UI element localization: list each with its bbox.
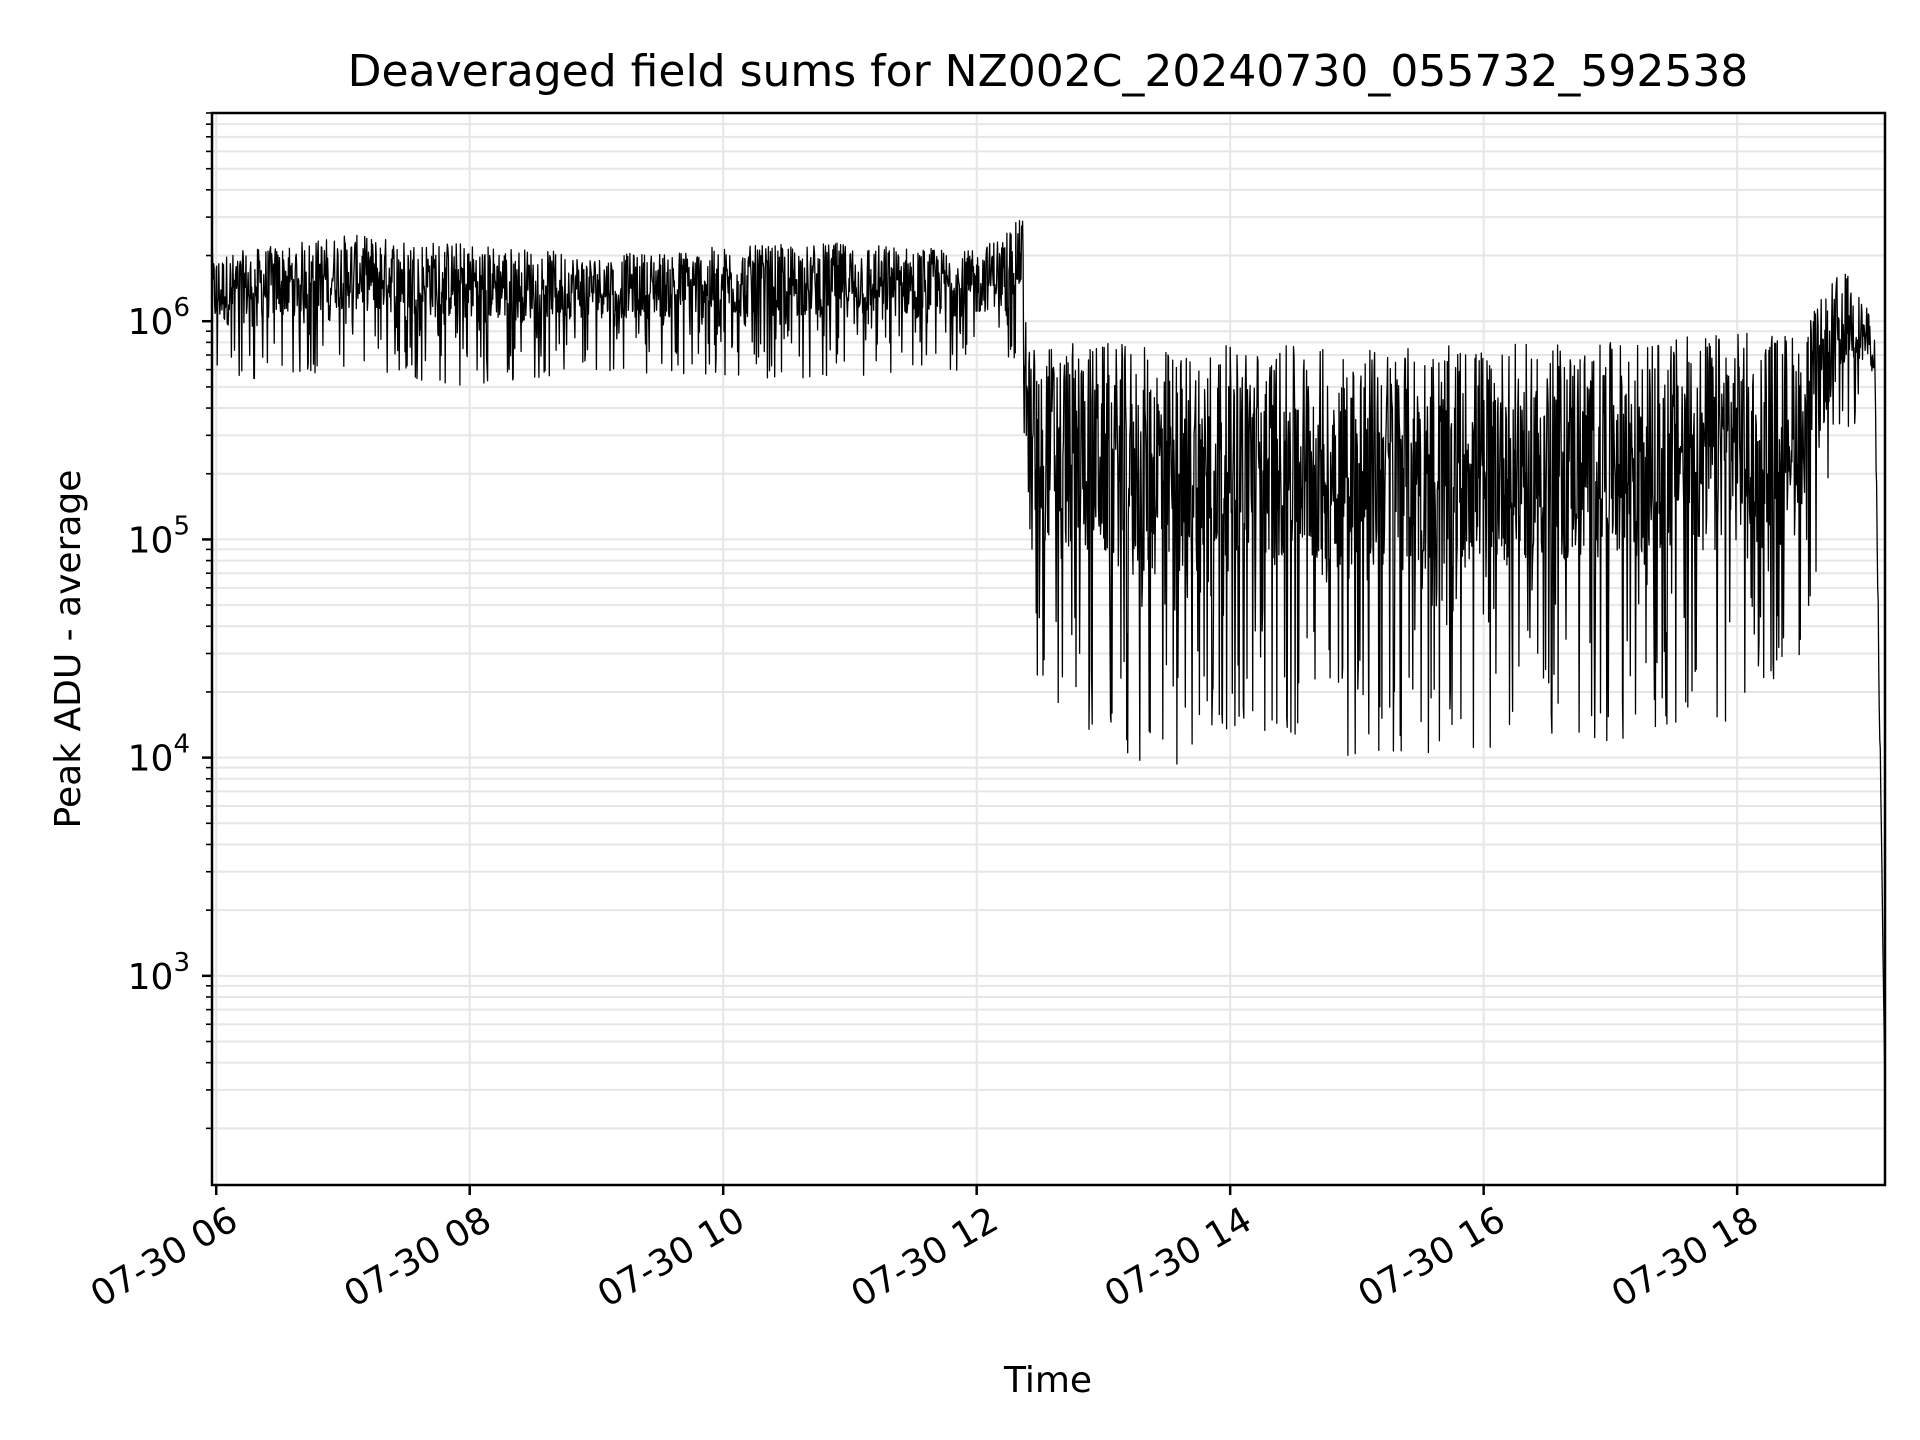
plot-frame [210,111,1887,1187]
y-tick-label: 105 [128,511,190,561]
y-tick-label: 103 [128,948,190,998]
x-axis-label: Time [1003,1360,1092,1401]
series-line [211,220,1886,1095]
y-tick-label: 106 [128,293,190,343]
y-axis-label: Peak ADU - average [48,470,89,829]
y-tick-labels: 103 104 105 106 [128,293,190,998]
chart-title: Deaveraged field sums for NZ002C_2024073… [348,46,1749,97]
axis-ticks [202,112,1739,1195]
y-tick-label: 104 [128,730,190,780]
